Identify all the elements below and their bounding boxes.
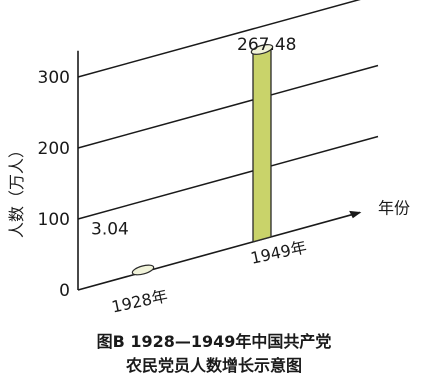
y-tick-label: 200	[38, 139, 70, 159]
x-axis-arrow	[349, 210, 362, 219]
category-label: 1949年	[249, 237, 308, 267]
bar-top-cap	[131, 264, 155, 276]
bar	[252, 46, 272, 243]
y-tick-label: 300	[38, 68, 70, 88]
value-label: 267.48	[237, 35, 296, 55]
y-axis-label: 人数（万人）	[7, 142, 26, 238]
x-axis-line	[77, 211, 361, 291]
x-axis-label: 年份	[378, 198, 410, 217]
labels: 人数（万人） 年份	[7, 142, 410, 238]
value-label: 3.04	[91, 219, 129, 239]
bar-top-cap	[250, 44, 274, 55]
y-tick-label: 0	[59, 281, 70, 301]
y-tick-labels: 0 100 200 300	[38, 68, 70, 301]
chart-subtitle: 农民党员人数增长示意图	[125, 356, 302, 375]
bars: 3.04 1928年 267.48 1949年	[91, 35, 308, 317]
gridlines	[77, 0, 379, 220]
axes	[77, 50, 362, 291]
category-label: 1928年	[110, 286, 169, 316]
gridline	[77, 64, 379, 149]
gridline	[77, 0, 361, 78]
y-tick-label: 100	[38, 210, 70, 230]
gridline	[77, 135, 379, 220]
chart-title: 图B 1928—1949年中国共产党	[96, 332, 332, 351]
